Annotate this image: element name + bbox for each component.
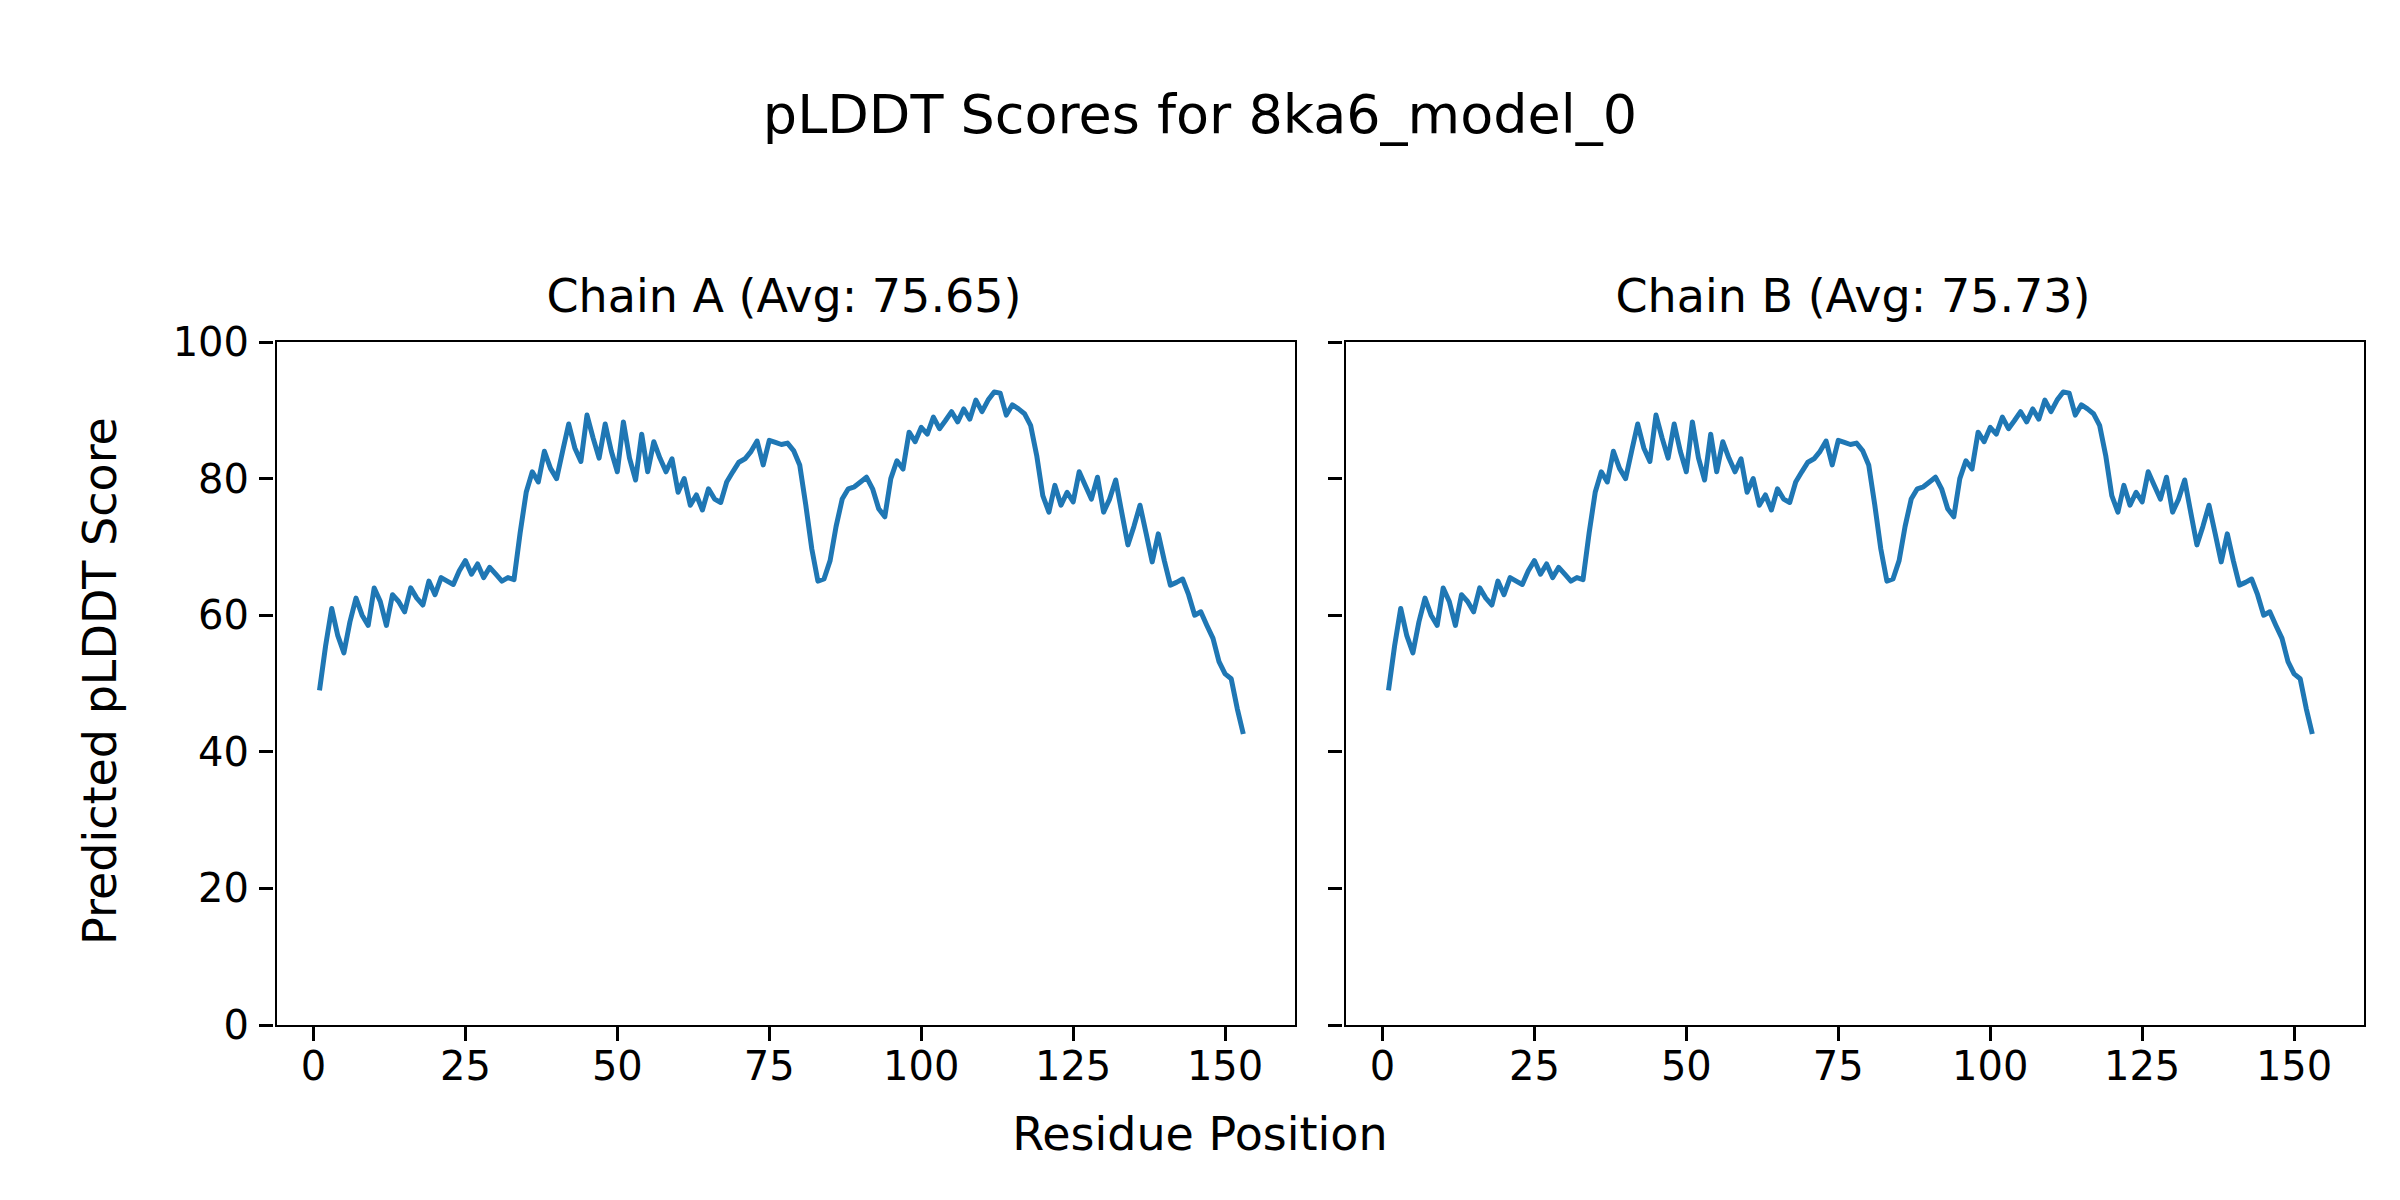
y-tick-mark [259, 1024, 273, 1027]
y-tick-mark [1328, 341, 1342, 344]
x-tick-mark [2141, 1027, 2144, 1041]
x-tick-mark [616, 1027, 619, 1041]
x-tick-mark [1533, 1027, 1536, 1041]
y-tick-mark [1328, 1024, 1342, 1027]
subplot-title-chain-b: Chain B (Avg: 75.73) [1344, 270, 2362, 322]
x-tick-mark [1224, 1027, 1227, 1041]
x-axis-label: Residue Position [0, 1108, 2400, 1160]
y-tick-mark [259, 614, 273, 617]
axes-chain-a: 0255075100125150020406080100 [275, 340, 1297, 1027]
subplot-chain-a: Chain A (Avg: 75.65) 0255075100125150020… [275, 340, 1293, 1023]
x-tick-mark [312, 1027, 315, 1041]
y-tick-label: 100 [99, 319, 249, 365]
x-tick-mark [1072, 1027, 1075, 1041]
y-tick-mark [1328, 750, 1342, 753]
y-tick-label: 40 [99, 729, 249, 775]
chain-a-plddt-line [320, 392, 1244, 734]
x-tick-mark [1989, 1027, 1992, 1041]
plot-svg-chain-a [277, 342, 1295, 1025]
x-tick-label: 25 [1454, 1043, 1614, 1089]
y-tick-mark [1328, 887, 1342, 890]
subplot-chain-b: Chain B (Avg: 75.73) 0255075100125150 [1344, 340, 2362, 1023]
y-tick-label: 20 [99, 865, 249, 911]
x-tick-label: 150 [2214, 1043, 2374, 1089]
x-tick-label: 100 [1910, 1043, 2070, 1089]
x-tick-label: 50 [1606, 1043, 1766, 1089]
figure-title: pLDDT Scores for 8ka6_model_0 [0, 85, 2400, 145]
y-tick-mark [259, 750, 273, 753]
x-tick-label: 50 [537, 1043, 697, 1089]
subplot-title-chain-a: Chain A (Avg: 75.65) [275, 270, 1293, 322]
y-tick-mark [1328, 477, 1342, 480]
x-tick-label: 75 [689, 1043, 849, 1089]
x-tick-mark [1837, 1027, 1840, 1041]
y-tick-label: 60 [99, 592, 249, 638]
chain-b-plddt-line [1389, 392, 2313, 734]
x-tick-label: 0 [233, 1043, 393, 1089]
x-tick-label: 125 [993, 1043, 1153, 1089]
x-tick-label: 100 [841, 1043, 1001, 1089]
x-tick-mark [1685, 1027, 1688, 1041]
y-tick-mark [259, 341, 273, 344]
x-tick-mark [2293, 1027, 2296, 1041]
axes-chain-b: 0255075100125150 [1344, 340, 2366, 1027]
x-tick-mark [1381, 1027, 1384, 1041]
figure: pLDDT Scores for 8ka6_model_0 Predicted … [0, 0, 2400, 1200]
x-tick-mark [464, 1027, 467, 1041]
x-tick-mark [920, 1027, 923, 1041]
x-tick-label: 25 [385, 1043, 545, 1089]
x-tick-label: 0 [1302, 1043, 1462, 1089]
y-tick-mark [259, 887, 273, 890]
x-tick-label: 150 [1145, 1043, 1305, 1089]
x-tick-label: 75 [1758, 1043, 1918, 1089]
y-tick-label: 0 [99, 1002, 249, 1048]
plot-svg-chain-b [1346, 342, 2364, 1025]
x-tick-mark [768, 1027, 771, 1041]
y-tick-label: 80 [99, 456, 249, 502]
x-tick-label: 125 [2062, 1043, 2222, 1089]
y-tick-mark [259, 477, 273, 480]
y-tick-mark [1328, 614, 1342, 617]
